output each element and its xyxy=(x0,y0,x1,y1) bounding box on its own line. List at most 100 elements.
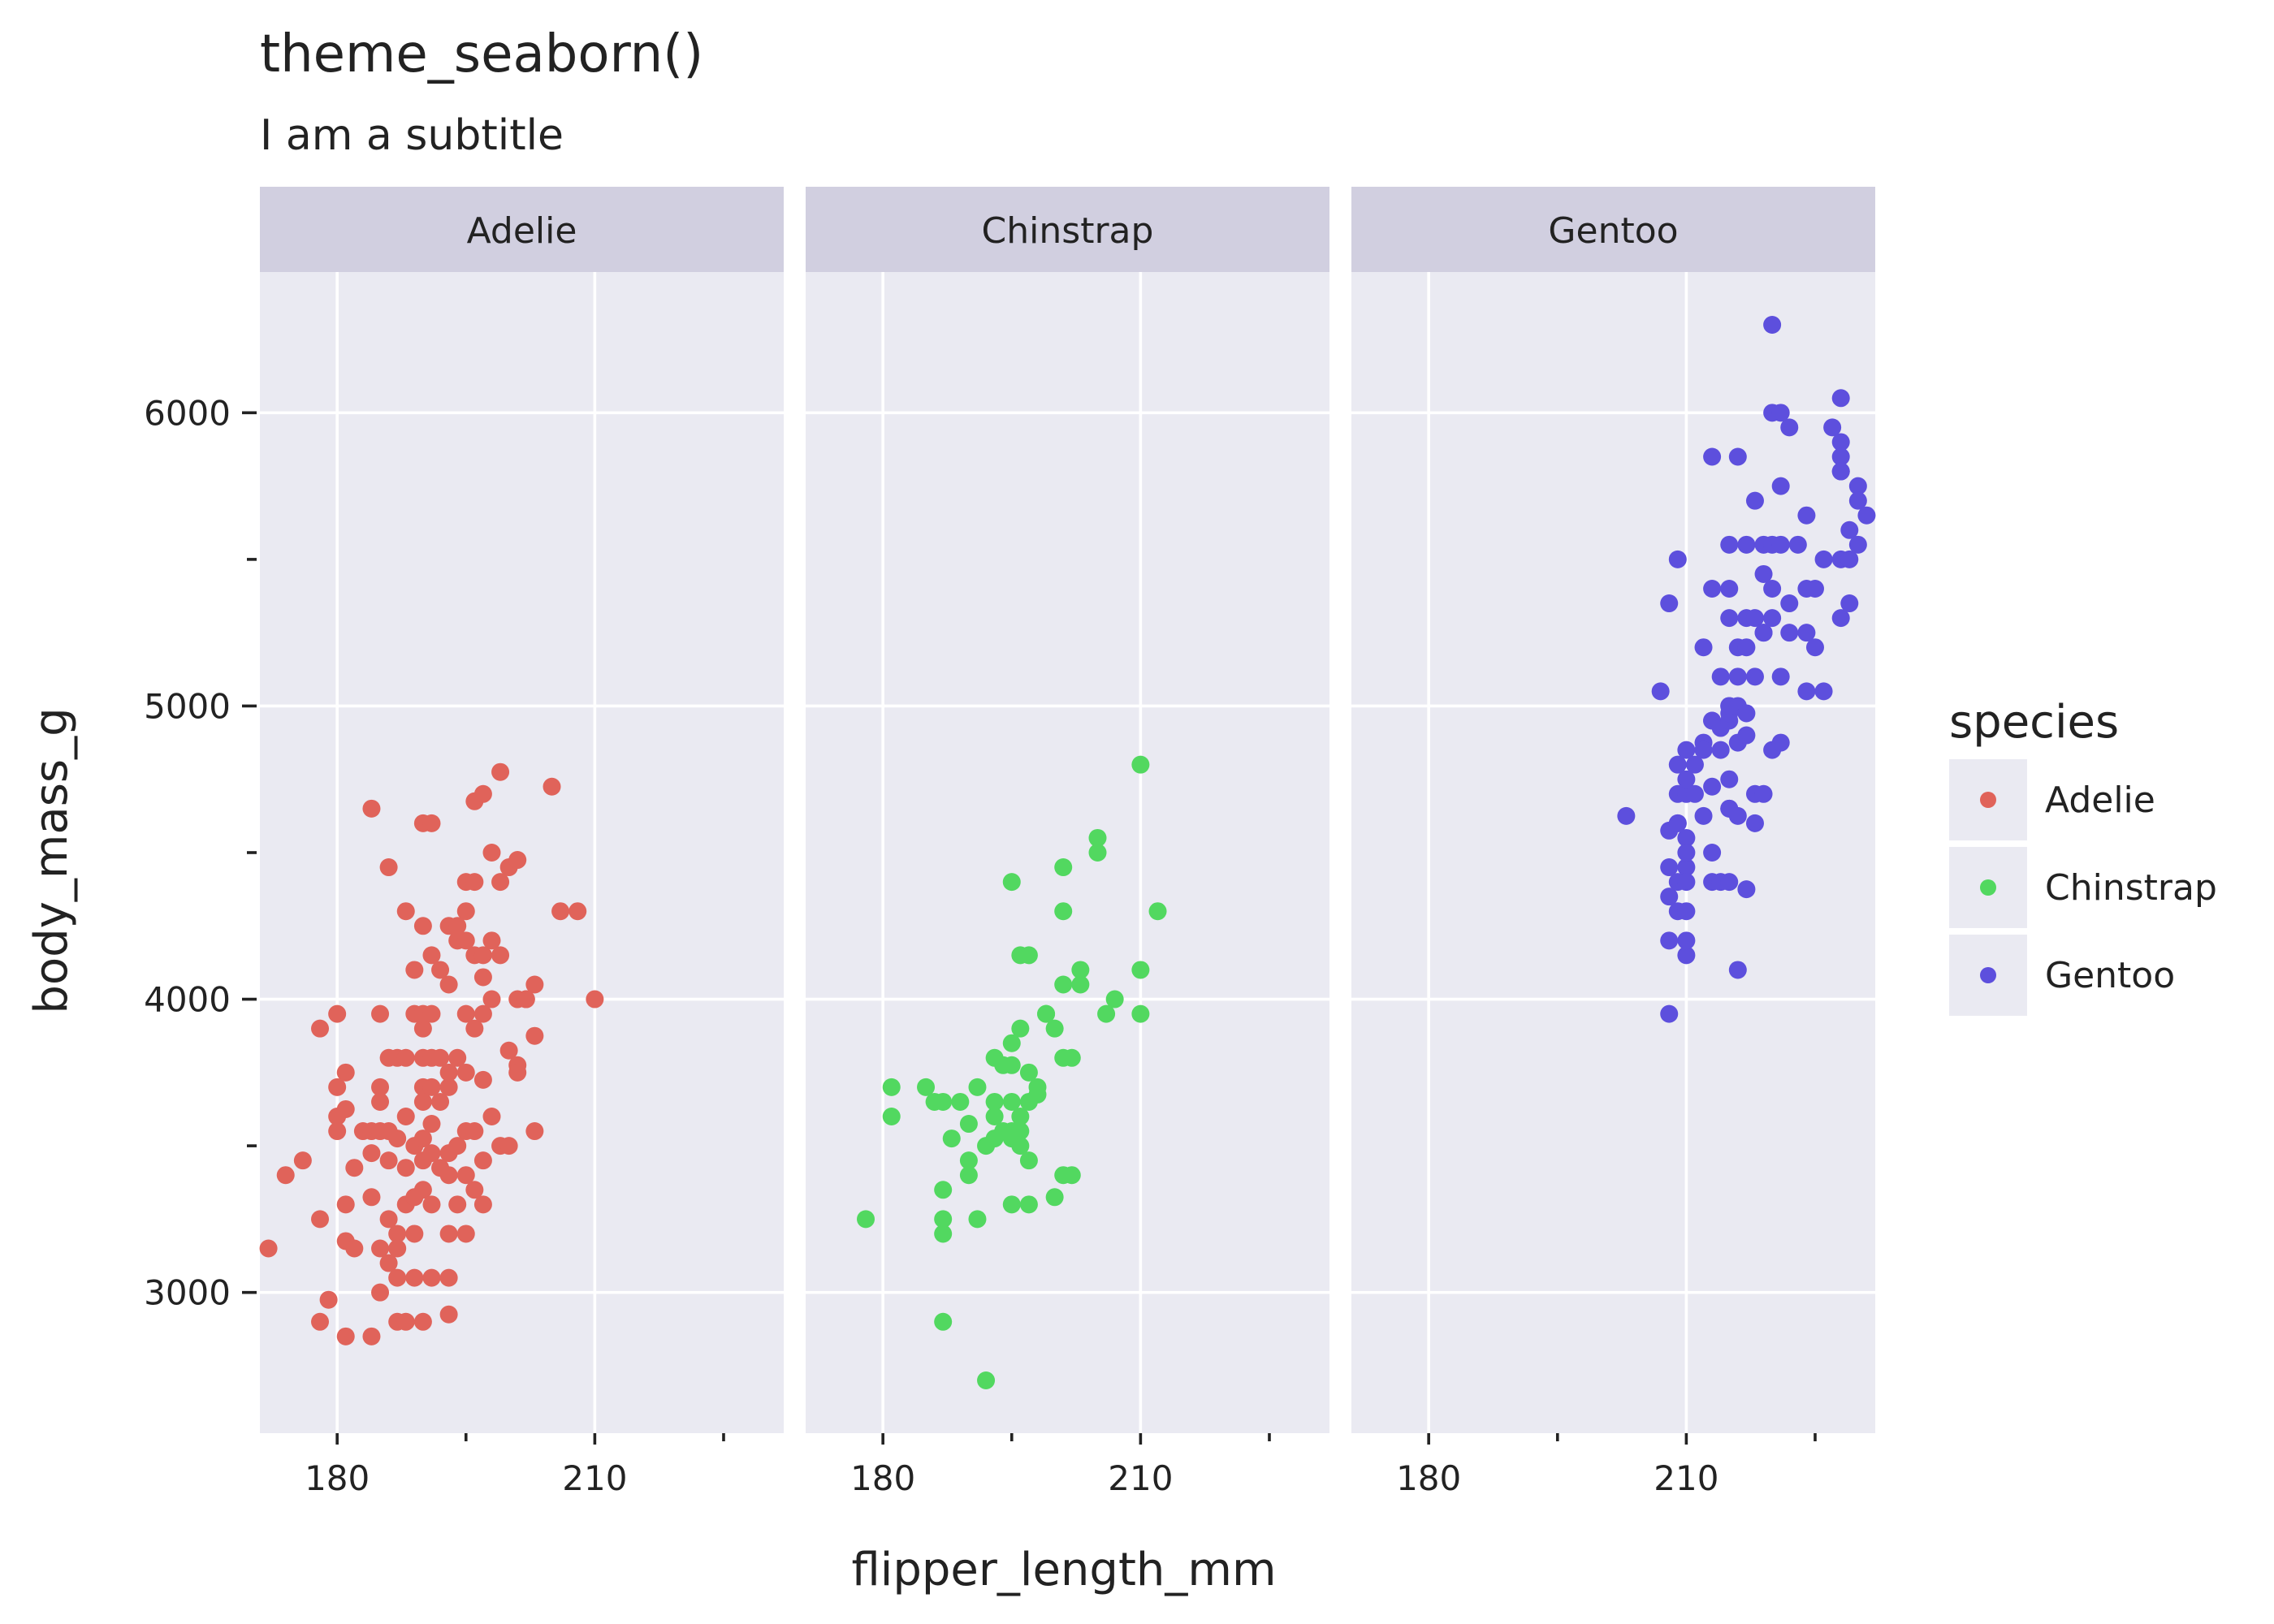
data-point xyxy=(328,1122,347,1141)
data-point xyxy=(456,1224,475,1243)
data-point xyxy=(1703,844,1722,862)
data-point xyxy=(857,1210,875,1229)
data-point xyxy=(422,1144,441,1163)
data-point xyxy=(1754,564,1773,583)
data-point xyxy=(336,1099,355,1118)
data-point xyxy=(1711,741,1730,759)
data-point xyxy=(336,1195,355,1214)
data-point xyxy=(1651,682,1670,701)
data-point xyxy=(934,1092,953,1111)
data-point xyxy=(1754,624,1773,642)
legend-item-chinstrap: Chinstrap xyxy=(1949,847,2217,928)
data-point xyxy=(1685,784,1704,803)
chart-title: theme_seaborn() xyxy=(260,24,703,84)
data-point xyxy=(311,1019,330,1038)
data-point xyxy=(1840,520,1859,539)
data-point xyxy=(1780,624,1799,642)
legend-label: Gentoo xyxy=(2045,955,2175,996)
data-point xyxy=(1002,1092,1021,1111)
data-point xyxy=(431,961,450,979)
data-point xyxy=(388,1129,407,1148)
data-point xyxy=(336,1327,355,1345)
data-point xyxy=(1728,667,1747,686)
data-point xyxy=(1720,770,1739,788)
data-point xyxy=(1660,594,1679,613)
data-point xyxy=(1720,580,1739,598)
facet-panel-adelie: Adelie xyxy=(259,187,784,1433)
x-tick-label: 180 xyxy=(850,1458,915,1498)
data-point xyxy=(934,1181,953,1199)
data-point xyxy=(1037,1004,1056,1023)
y-axis: 3000 4000 5000 6000 xyxy=(144,393,257,1313)
data-point xyxy=(371,1004,390,1023)
data-point xyxy=(1814,550,1833,568)
data-point xyxy=(413,1019,432,1038)
data-point xyxy=(1668,755,1687,774)
data-point xyxy=(1703,777,1722,796)
data-point xyxy=(1019,1151,1038,1170)
data-point xyxy=(491,762,510,781)
data-point xyxy=(525,1122,544,1141)
data-point xyxy=(473,1151,492,1170)
data-point xyxy=(1788,535,1807,554)
data-point xyxy=(1148,902,1167,921)
data-point xyxy=(1660,888,1679,906)
data-point xyxy=(388,1268,407,1287)
data-point xyxy=(1105,990,1124,1009)
data-point xyxy=(379,858,398,877)
data-point xyxy=(934,1224,953,1243)
data-point xyxy=(439,1063,458,1082)
data-point xyxy=(1019,946,1038,965)
data-point xyxy=(1088,828,1107,847)
data-point xyxy=(473,946,492,965)
data-point xyxy=(465,1122,484,1141)
data-point xyxy=(422,1004,441,1023)
facet-panels: Adelie Chinstrap Gentoo xyxy=(259,187,1876,1433)
data-point xyxy=(1694,806,1713,825)
data-point xyxy=(1848,535,1867,554)
data-point xyxy=(328,1004,347,1023)
data-point xyxy=(388,1239,407,1258)
data-point xyxy=(371,1078,390,1096)
x-tick-label: 210 xyxy=(1654,1458,1718,1498)
data-point xyxy=(1019,1063,1038,1082)
data-point xyxy=(1054,902,1073,921)
data-point xyxy=(1685,755,1704,774)
data-point xyxy=(482,1108,501,1125)
data-point xyxy=(465,1181,484,1199)
data-point xyxy=(379,1151,398,1170)
data-point xyxy=(1019,1195,1038,1214)
data-point xyxy=(345,1159,364,1177)
data-point xyxy=(1694,638,1713,657)
data-point xyxy=(1062,1166,1081,1185)
data-point xyxy=(1677,828,1696,847)
data-point xyxy=(1737,638,1756,657)
facet-panel-gentoo: Gentoo xyxy=(1351,187,1876,1433)
data-point xyxy=(422,946,441,965)
data-point xyxy=(551,902,570,921)
data-point xyxy=(1831,447,1850,466)
data-point xyxy=(405,1268,424,1287)
data-point xyxy=(1660,931,1679,950)
data-point xyxy=(491,873,510,892)
y-tick-label: 5000 xyxy=(144,686,231,726)
data-point xyxy=(422,1078,441,1096)
data-point xyxy=(362,1327,381,1345)
data-point xyxy=(1831,609,1850,628)
legend-marker xyxy=(1980,879,1996,896)
data-point xyxy=(1857,506,1876,525)
data-point xyxy=(362,1144,381,1163)
data-point xyxy=(1737,726,1756,745)
data-point xyxy=(1668,550,1687,568)
data-point xyxy=(1728,961,1747,979)
data-point xyxy=(311,1312,330,1331)
data-point xyxy=(456,931,475,950)
x-axis-title: flipper_length_mm xyxy=(851,1544,1276,1596)
facet-strip xyxy=(1351,187,1875,272)
data-point xyxy=(1831,389,1850,408)
data-point xyxy=(465,873,484,892)
data-point xyxy=(1677,946,1696,965)
data-point xyxy=(413,1092,432,1111)
data-point xyxy=(482,990,501,1009)
data-point xyxy=(1045,1019,1064,1038)
